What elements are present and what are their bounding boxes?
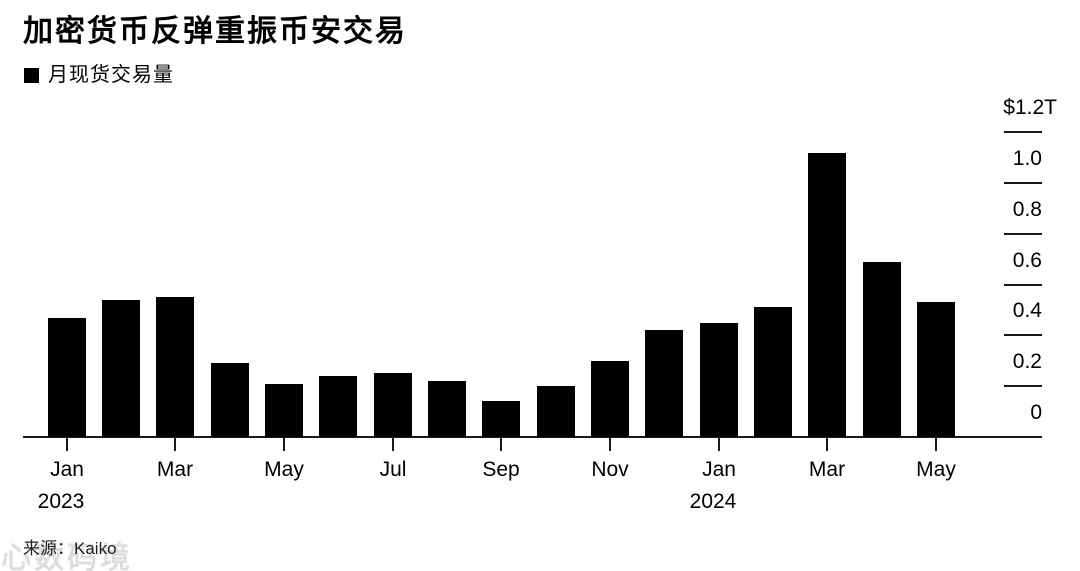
y-axis-label: 1.0	[1012, 147, 1042, 170]
x-axis-tick	[174, 437, 176, 451]
chart-title: 加密货币反弹重振币安交易	[23, 15, 407, 48]
y-axis-tick	[1004, 385, 1042, 387]
x-axis-tick	[935, 437, 937, 451]
x-axis-label: May	[264, 458, 304, 481]
x-axis-label: Mar	[156, 458, 194, 481]
x-axis-label: Sep	[482, 458, 520, 481]
x-axis-label: May	[916, 458, 956, 481]
legend-label: 月现货交易量	[48, 64, 174, 86]
bar	[319, 376, 357, 437]
y-axis-label: 0.6	[1012, 249, 1042, 272]
y-axis-tick	[1004, 131, 1042, 133]
watermark: 心数码境	[1, 542, 133, 571]
y-axis-tick	[1004, 233, 1042, 235]
y-axis-label: 0.4	[1012, 299, 1042, 322]
x-axis-label: Nov	[591, 458, 629, 481]
bar	[808, 153, 846, 437]
x-axis-tick	[826, 437, 828, 451]
x-axis-tick	[718, 437, 720, 451]
bar	[156, 297, 194, 437]
x-axis-tick	[609, 437, 611, 451]
bar	[428, 381, 466, 437]
bar	[48, 318, 86, 437]
bar	[265, 384, 303, 437]
legend: 月现货交易量	[24, 62, 174, 88]
x-axis-label: Jan	[702, 458, 736, 481]
x-axis-tick	[66, 437, 68, 451]
bar	[754, 307, 792, 437]
y-axis-label: 0	[1030, 401, 1042, 424]
bar	[863, 262, 901, 437]
y-axis-label: 0.2	[1012, 350, 1042, 373]
source-label: 来源：Kaiko	[23, 539, 117, 558]
bar	[211, 363, 249, 437]
bar	[537, 386, 575, 437]
x-axis-year-label: 2024	[689, 490, 737, 513]
bar	[102, 300, 140, 437]
source-row: 心数码境 来源：Kaiko	[0, 531, 400, 571]
bar	[917, 302, 955, 437]
x-axis-year-label: 2023	[37, 490, 85, 513]
y-axis-tick	[1004, 334, 1042, 336]
y-axis-label: 0.8	[1012, 198, 1042, 221]
x-axis-tick	[283, 437, 285, 451]
y-axis-tick	[1004, 284, 1042, 286]
bar	[374, 373, 412, 437]
legend-swatch-icon	[24, 67, 39, 83]
x-axis-label: Mar	[808, 458, 846, 481]
bar	[482, 401, 520, 437]
x-axis-tick	[392, 437, 394, 451]
x-axis-tick	[500, 437, 502, 451]
y-axis-tick	[1004, 182, 1042, 184]
x-axis-line	[23, 436, 1042, 438]
x-axis-label: Jan	[50, 458, 84, 481]
x-axis-label: Jul	[379, 458, 407, 481]
bar	[645, 330, 683, 437]
bar	[591, 361, 629, 437]
bar	[700, 323, 738, 437]
y-axis-label: $1.2T	[1003, 96, 1057, 119]
